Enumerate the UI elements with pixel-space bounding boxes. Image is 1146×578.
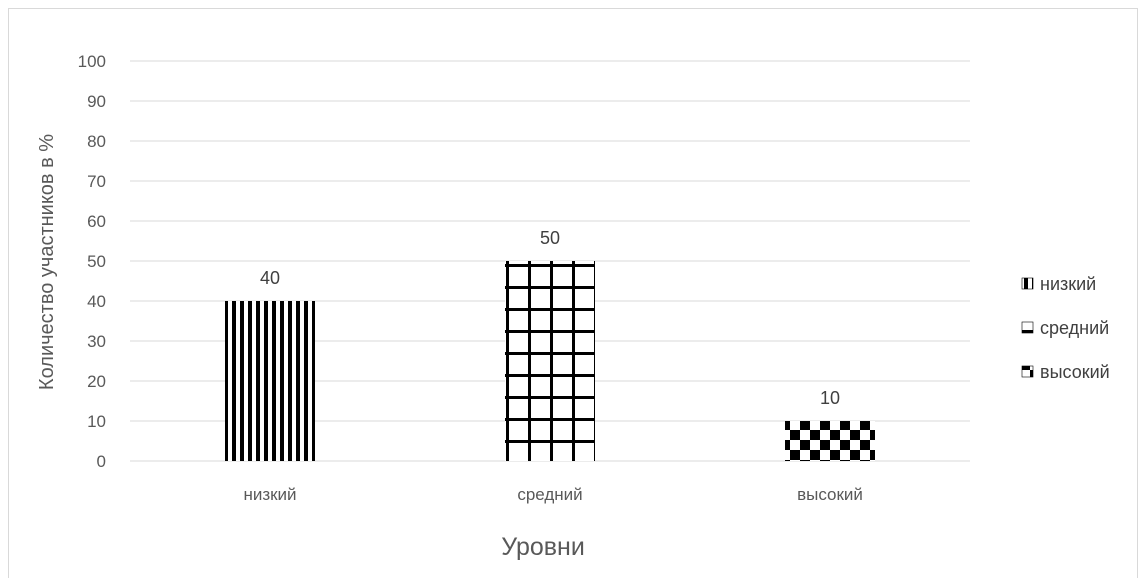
y-tick-label: 50: [87, 252, 106, 271]
data-label: 40: [260, 268, 280, 288]
bar-низкий: [225, 301, 315, 461]
category-label: низкий: [243, 485, 296, 504]
y-tick-label: 100: [78, 52, 106, 71]
y-tick-label: 30: [87, 332, 106, 351]
category-label: высокий: [797, 485, 863, 504]
legend-label: высокий: [1040, 362, 1110, 382]
y-tick-label: 80: [87, 132, 106, 151]
y-tick-label: 10: [87, 412, 106, 431]
legend-swatch: [1021, 277, 1034, 290]
legend-swatch: [1021, 365, 1034, 378]
bar-средний: [505, 261, 595, 461]
x-axis-title: Уровни: [501, 533, 585, 561]
y-tick-labels: 0 10 20 30 40 50 60 70 80 90 100: [78, 52, 106, 471]
data-label: 10: [820, 388, 840, 408]
data-labels: 40 50 10: [260, 228, 840, 408]
y-axis-title: Количество участников в %: [36, 134, 58, 390]
y-tick-label: 40: [87, 292, 106, 311]
y-tick-label: 20: [87, 372, 106, 391]
legend-label: средний: [1040, 318, 1109, 338]
y-tick-label: 70: [87, 172, 106, 191]
data-label: 50: [540, 228, 560, 248]
legend-swatch: [1021, 321, 1034, 334]
y-tick-label: 90: [87, 92, 106, 111]
y-tick-label: 0: [97, 452, 106, 471]
category-label: средний: [517, 485, 582, 504]
category-labels: низкий средний высокий: [243, 485, 862, 504]
bar-высокий: [785, 421, 875, 461]
legend: низкий средний высокий: [1021, 274, 1110, 382]
y-tick-label: 60: [87, 212, 106, 231]
chart-frame: [8, 8, 1138, 578]
bars: [225, 261, 875, 461]
legend-label: низкий: [1040, 274, 1096, 294]
